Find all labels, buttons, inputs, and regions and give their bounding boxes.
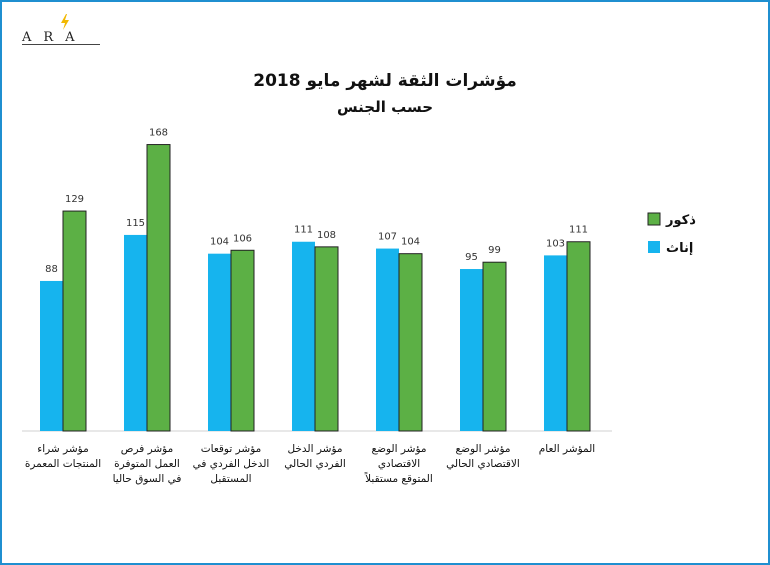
category-label-7: المؤشر العام bbox=[539, 443, 595, 455]
category-labels-group: مؤشر شراء المنتجات المعمرة مؤشر فرص العمل ا… bbox=[25, 443, 595, 485]
logo-text: ARA bbox=[22, 30, 87, 45]
legend-swatch-female bbox=[648, 241, 660, 253]
value-label-female-4: 111 bbox=[294, 225, 313, 236]
category-label-1: مؤشر شراء المنتجات المعمرة bbox=[25, 443, 101, 470]
bar-male-2 bbox=[146, 144, 171, 432]
bar-female-1 bbox=[40, 280, 63, 431]
bar-female-2 bbox=[124, 234, 147, 431]
category-label-6: مؤشر الوضع الاقتصادي الحالي bbox=[446, 443, 520, 470]
category-label-5: مؤشر الوضع الاقتصادي المتوقع مستقبلاً bbox=[364, 443, 432, 485]
value-label-male-3: 106 bbox=[233, 233, 252, 244]
category-label-2: مؤشر فرص العمل المتوفرة في السوق حاليا bbox=[113, 443, 182, 485]
bar-male-1 bbox=[62, 210, 87, 432]
category-label-4: مؤشر الدخل الفردي الحالي bbox=[284, 443, 346, 470]
value-label-male-4: 108 bbox=[317, 230, 336, 241]
lightning-spark-icon bbox=[61, 14, 69, 30]
bar-female-4 bbox=[292, 241, 315, 431]
legend-label-female: إناث bbox=[666, 241, 693, 256]
chart-title: مؤشرات الثقة لشهر مايو 2018 bbox=[253, 71, 517, 91]
bar-male-6 bbox=[482, 261, 507, 432]
value-label-male-1: 129 bbox=[65, 194, 84, 205]
value-label-female-6: 95 bbox=[465, 252, 478, 263]
value-label-female-2: 115 bbox=[126, 218, 145, 229]
value-label-female-1: 88 bbox=[45, 264, 58, 275]
bar-male-7 bbox=[566, 241, 591, 432]
value-label-male-7: 111 bbox=[569, 225, 588, 236]
legend-label-male: ذكور bbox=[665, 213, 696, 228]
legend: ذكور إناث bbox=[647, 212, 696, 256]
legend-swatch-male bbox=[647, 212, 661, 226]
bar-male-4 bbox=[314, 246, 339, 432]
bars-group bbox=[40, 144, 591, 432]
category-label-3: مؤشر توقعات الدخل الفردي في المستقبل bbox=[193, 443, 270, 485]
ara-logo: ARA bbox=[22, 14, 102, 46]
bar-female-3 bbox=[208, 253, 231, 431]
value-label-female-3: 104 bbox=[210, 237, 229, 248]
value-label-male-6: 99 bbox=[488, 245, 501, 256]
bar-male-3 bbox=[230, 249, 255, 432]
value-label-male-2: 168 bbox=[149, 128, 168, 139]
bar-female-6 bbox=[460, 269, 483, 431]
chart-subtitle: حسب الجنس bbox=[337, 98, 433, 116]
value-label-female-5: 107 bbox=[378, 232, 397, 243]
value-label-female-7: 103 bbox=[546, 238, 565, 249]
value-labels-group: 88 129 115 168 104 106 111 108 107 104 95 99 103 111 bbox=[45, 128, 588, 275]
bar-female-5 bbox=[376, 248, 399, 431]
bar-male-5 bbox=[398, 253, 423, 432]
logo-underline bbox=[22, 44, 100, 45]
bar-female-7 bbox=[544, 255, 567, 431]
value-label-male-5: 104 bbox=[401, 237, 420, 248]
